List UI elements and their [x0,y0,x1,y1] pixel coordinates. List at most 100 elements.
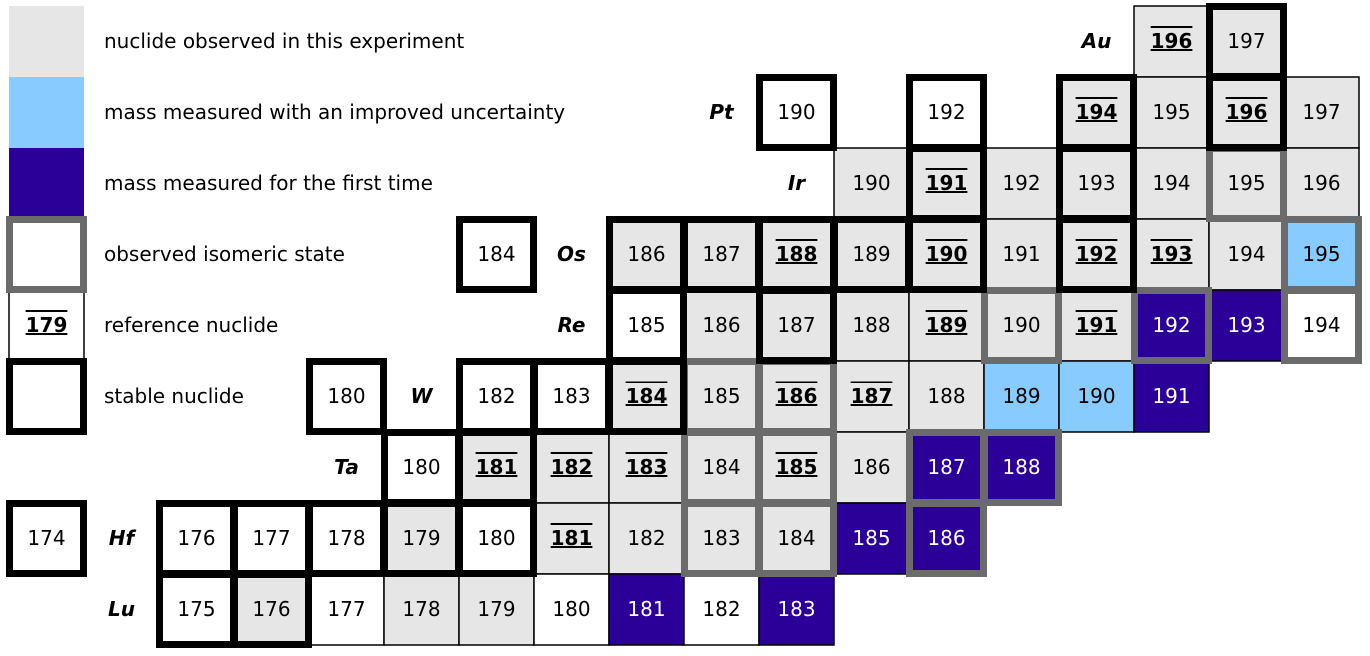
cell-fill [758,573,835,646]
legend-text: mass measured with an improved uncertain… [104,100,565,124]
mass-number: 191 [1076,313,1118,337]
mass-number: 182 [627,526,665,550]
mass-number: 185 [852,526,890,550]
mass-number: 194 [1152,171,1190,195]
mass-number: 195 [1227,171,1265,195]
mass-number: 192 [1152,313,1190,337]
stable-border [6,358,87,435]
mass-number: 185 [702,384,740,408]
mass-number: 186 [927,526,965,550]
mass-number: 192 [1076,242,1118,266]
mass-number: 181 [551,526,593,550]
cell-fill [9,148,84,219]
element-label: Pt [709,100,735,124]
cell-fill [383,502,460,575]
mass-number: 191 [1152,384,1190,408]
element-label: Ta [334,455,359,479]
mass-number: 187 [927,455,965,479]
element-label: Re [558,313,586,337]
mass-number: 196 [1151,29,1193,53]
cell-fill [1208,218,1285,291]
cell-fill [308,573,385,646]
mass-number: 178 [327,526,365,550]
cell-fill [983,218,1060,291]
cell-fill [533,431,610,504]
mass-number: 197 [1227,29,1265,53]
mass-number: 189 [1002,384,1040,408]
cell-fill [908,360,985,433]
mass-number: 184 [702,455,740,479]
stable-border [756,287,837,364]
mass-number: 193 [1077,171,1115,195]
mass-number: 184 [626,384,668,408]
mass-number: 187 [777,313,815,337]
legend-text: reference nuclide [104,313,278,337]
mass-number: 189 [852,242,890,266]
mass-number: 195 [1302,242,1340,266]
mass-number: 184 [777,526,815,550]
mass-number: 197 [1302,100,1340,124]
mass-number: 183 [552,384,590,408]
cell-fill [9,6,84,77]
mass-number: 181 [627,597,665,621]
legend-text: mass measured for the first time [104,171,433,195]
mass-number: 192 [1002,171,1040,195]
stable-border [231,571,312,648]
element-label: Au [1080,29,1112,53]
mass-number: 191 [1002,242,1040,266]
cell-fill [8,360,85,433]
mass-number: 190 [777,100,815,124]
mass-number: 194 [1227,242,1265,266]
mass-number: 180 [477,526,515,550]
element-label: Lu [108,597,135,621]
cell-fill [533,573,610,646]
cell-fill [1133,147,1210,220]
cell-fill [1283,147,1360,220]
cell-fill [1133,360,1210,433]
cell-fill [683,573,760,646]
mass-number: 188 [927,384,965,408]
legend-text: stable nuclide [104,384,244,408]
legend-text: observed isomeric state [104,242,345,266]
mass-number: 174 [27,526,65,550]
mass-number: 186 [702,313,740,337]
element-label: Ir [788,171,806,195]
cell-fill [383,431,460,504]
element-label: Hf [109,526,137,550]
mass-number: 190 [1002,313,1040,337]
mass-number: 177 [327,597,365,621]
cell-fill [833,360,910,433]
isomer-border [6,216,87,293]
cell-fill [383,573,460,646]
stable-border [456,500,537,577]
cell-fill [1283,76,1360,149]
stable-border [606,358,687,435]
cell-fill [233,573,310,646]
cell-fill [608,502,685,575]
mass-number: 194 [1302,313,1340,337]
mass-number: 183 [626,455,668,479]
mass-number: 196 [1302,171,1340,195]
isomer-border [1131,287,1212,364]
mass-number: 176 [177,526,215,550]
mass-number: 180 [552,597,590,621]
mass-number: 183 [777,597,815,621]
mass-number: 190 [1077,384,1115,408]
mass-number: 193 [1227,313,1265,337]
mass-number: 186 [852,455,890,479]
stable-border [456,216,537,293]
cell-fill [683,502,760,575]
mass-number: 182 [551,455,593,479]
mass-number: 188 [1002,455,1040,479]
element-label: Os [557,242,586,266]
cell-fill [158,573,235,646]
isomer-border [981,287,1062,364]
mass-number: 190 [926,242,968,266]
mass-number: 175 [177,597,215,621]
mass-number: 182 [477,384,515,408]
cell-fill [9,77,84,148]
mass-number: 186 [776,384,818,408]
cell-fill [8,218,85,291]
